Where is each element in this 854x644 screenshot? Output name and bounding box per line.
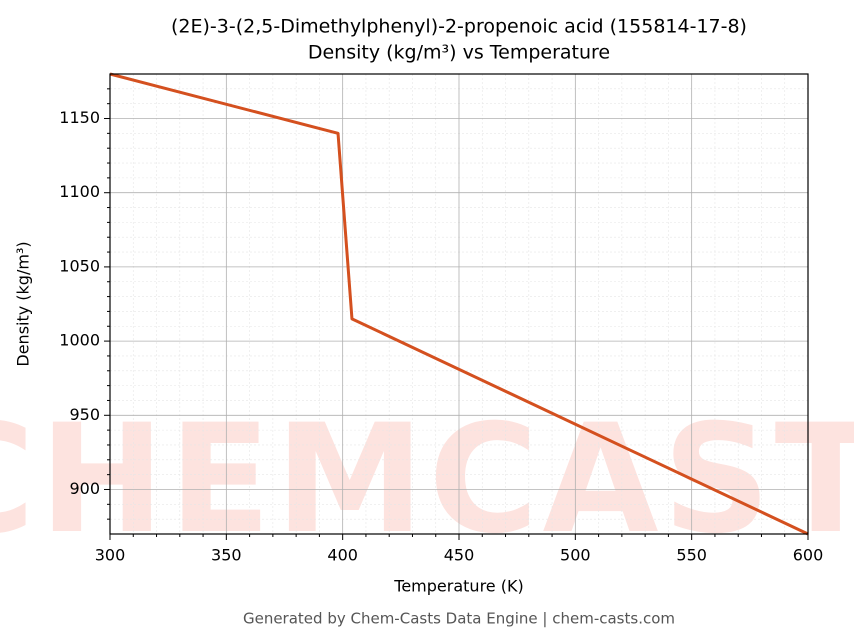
chart-title: (2E)-3-(2,5-Dimethylphenyl)-2-propenoic … [171, 16, 747, 38]
x-tick-label: 400 [327, 546, 358, 565]
y-axis-label: Density (kg/m³) [14, 241, 33, 366]
x-tick-label: 600 [793, 546, 824, 565]
x-tick-label: 450 [444, 546, 475, 565]
x-axis-label: Temperature (K) [393, 577, 523, 596]
x-tick-label: 500 [560, 546, 591, 565]
y-tick-label: 1050 [59, 256, 100, 275]
footer: Generated by Chem-Casts Data Engine | ch… [243, 610, 675, 628]
y-tick-label: 1100 [59, 182, 100, 201]
x-tick-label: 350 [211, 546, 242, 565]
x-tick-label: 300 [95, 546, 126, 565]
y-tick-label: 1150 [59, 108, 100, 127]
y-tick-label: 950 [69, 405, 100, 424]
y-tick-label: 900 [69, 479, 100, 498]
x-tick-label: 550 [676, 546, 707, 565]
plot-frame [109, 73, 809, 535]
data-line [109, 72, 809, 536]
chart-subtitle: Density (kg/m³) vs Temperature [308, 42, 610, 64]
y-tick-label: 1000 [59, 331, 100, 350]
watermark: CHEMCASTS [0, 393, 854, 567]
